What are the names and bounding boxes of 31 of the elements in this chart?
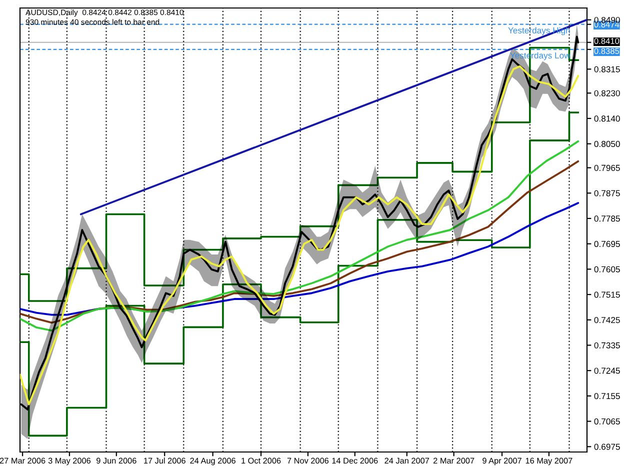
y-tick-label: 0.7425 xyxy=(594,316,620,324)
y-tick-label: 0.7605 xyxy=(594,266,620,272)
y-tick-label: 0.6975 xyxy=(594,444,620,450)
x-tick-label: 3 May 2006 xyxy=(48,458,91,466)
y-tick-label: 0.8385 xyxy=(594,48,620,54)
x-tick-label: 1 Oct 2006 xyxy=(242,458,281,464)
x-tick-label: 7 Nov 2006 xyxy=(287,458,329,464)
y-tick-label: 0.7965 xyxy=(594,164,620,171)
y-tick-label: 0.7065 xyxy=(594,418,620,424)
x-tick-label: 2 Mar 2007 xyxy=(434,458,474,464)
x-tick-label: 24 Jan 2007 xyxy=(384,458,430,464)
y-tick-label: 0.8050 xyxy=(594,140,620,147)
x-tick-label: 16 May 2007 xyxy=(526,458,572,466)
y-tick-label: 0.8474 xyxy=(594,22,620,28)
y-tick-label: 0.7785 xyxy=(594,216,620,222)
y-tick-label: 0.7515 xyxy=(594,292,620,298)
y-tick-label: 0.8140 xyxy=(594,116,620,122)
x-tick-label: 14 Dec 2006 xyxy=(332,458,378,464)
y-tick-label: 0.7335 xyxy=(594,342,620,348)
y-tick-label: 0.7155 xyxy=(594,393,620,400)
y-tick-label: 0.8315 xyxy=(594,66,620,72)
y-tick-label: 0.8410 xyxy=(594,38,620,44)
y-tick-label: 0.7245 xyxy=(594,368,620,374)
x-tick-label: 27 Mar 2006 xyxy=(0,458,46,464)
x-tick-label: 17 Jul 2006 xyxy=(144,458,186,464)
y-tick-label: 0.7875 xyxy=(594,190,620,196)
y-tick-label: 0.8230 xyxy=(594,90,620,96)
y-tick-label: 0.7695 xyxy=(594,240,620,248)
x-tick-label: 9 Apr 2007 xyxy=(482,458,522,466)
x-tick-label: 9 Jun 2006 xyxy=(96,458,136,464)
x-tick-label: 24 Aug 2006 xyxy=(190,458,236,466)
